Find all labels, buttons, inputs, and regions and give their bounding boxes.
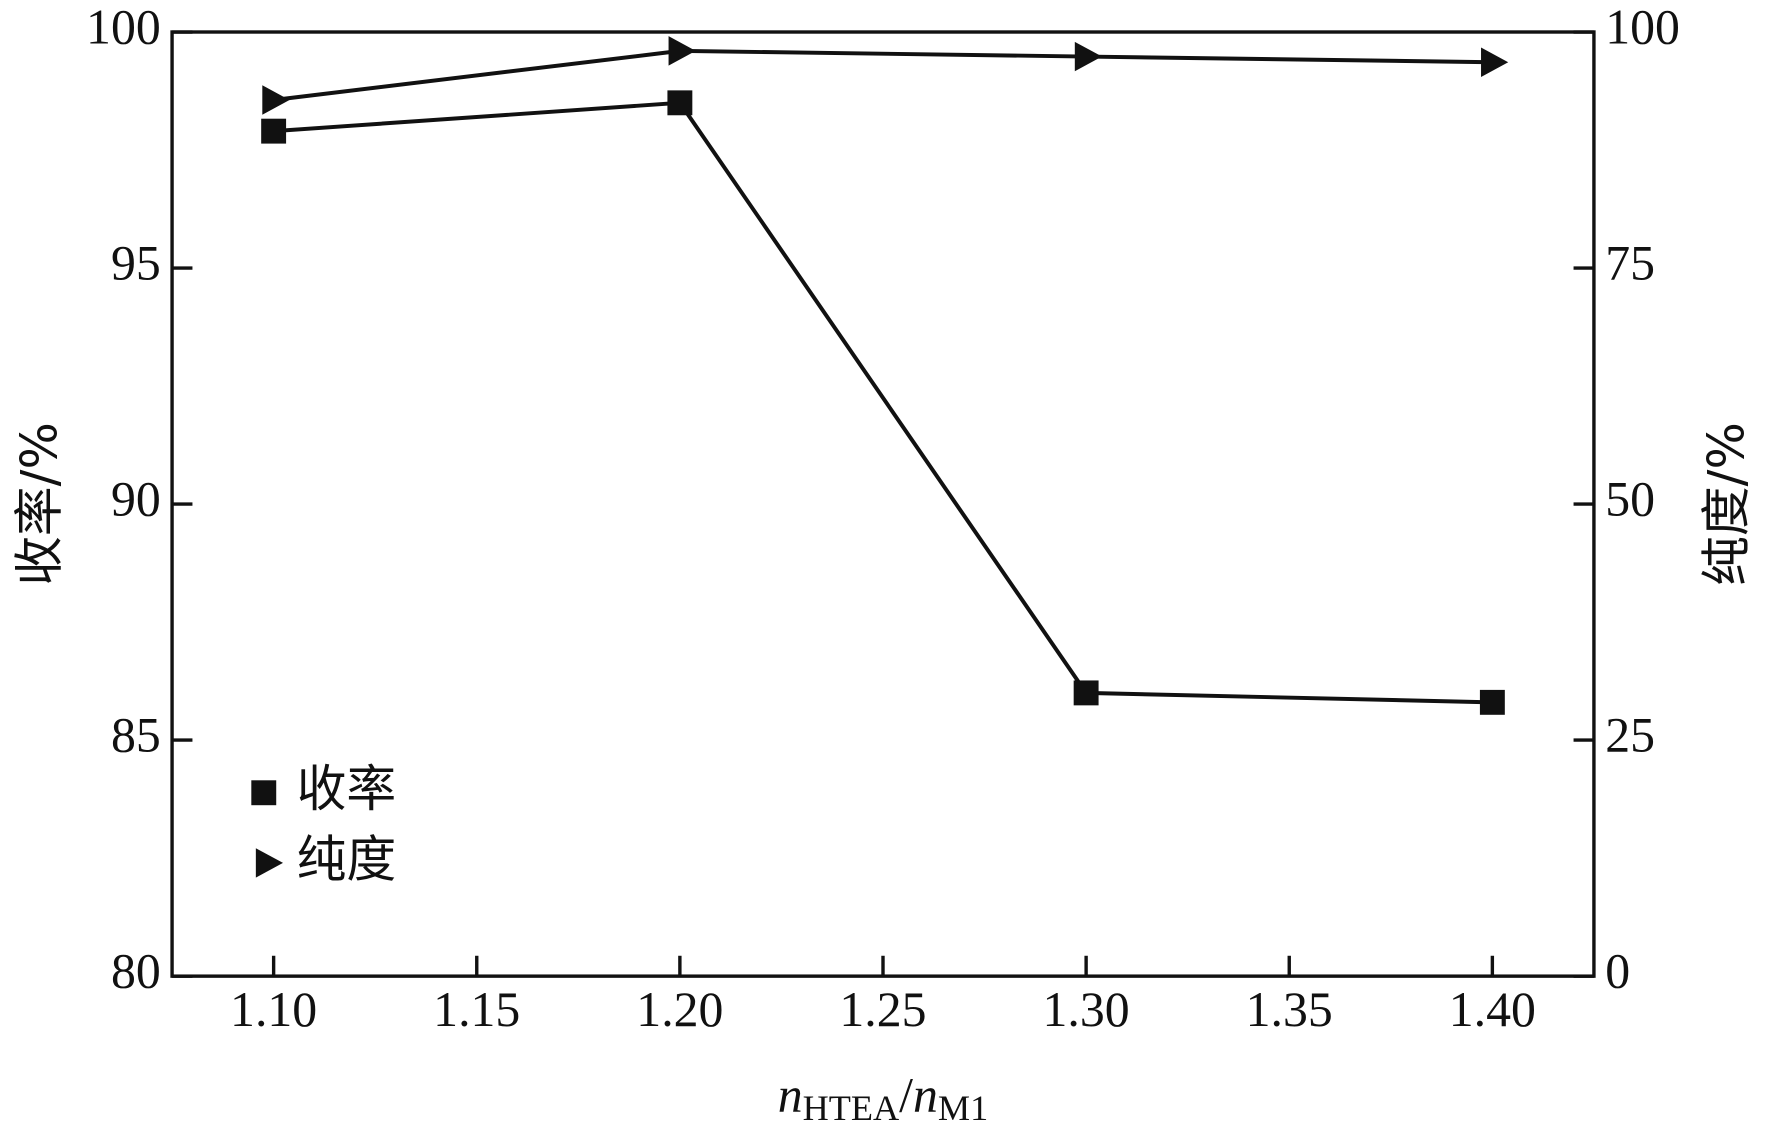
marker — [261, 118, 287, 144]
x-label-part: / — [899, 1068, 913, 1123]
legend-label: 收率 — [297, 760, 397, 818]
x-label-part: n — [913, 1068, 938, 1123]
y2-tick-label: 50 — [1605, 472, 1655, 527]
marker — [1481, 47, 1509, 77]
y2-axis-label: 纯度/% — [1697, 422, 1755, 586]
x-tick-label: 1.40 — [1449, 982, 1536, 1037]
marker — [668, 36, 696, 66]
y-tick-label: 85 — [111, 708, 161, 763]
x-tick-label: 1.35 — [1246, 982, 1333, 1037]
y2-tick-label: 25 — [1605, 708, 1655, 763]
y-axis-label: 收率/% — [11, 422, 69, 586]
marker — [262, 85, 290, 115]
legend-label: 纯度 — [297, 830, 397, 888]
y2-tick-label: 100 — [1605, 0, 1680, 54]
marker — [1479, 689, 1505, 715]
legend-marker — [255, 848, 284, 878]
y2-tick-label: 75 — [1605, 235, 1655, 290]
x-label-part: M1 — [938, 1088, 988, 1128]
x-tick-label: 1.10 — [230, 982, 317, 1037]
y-tick-label: 90 — [111, 472, 161, 527]
series-line — [273, 48, 1493, 102]
series-line — [273, 100, 1493, 705]
x-tick-label: 1.20 — [636, 982, 723, 1037]
x-tick-label: 1.25 — [839, 982, 926, 1037]
x-label-part: n — [778, 1068, 803, 1123]
marker — [1073, 680, 1099, 706]
y-tick-label: 100 — [86, 0, 161, 54]
marker — [1074, 41, 1102, 72]
x-tick-label: 1.15 — [433, 982, 520, 1037]
x-axis-label: nHTEA/nM1 — [778, 1068, 989, 1128]
y-tick-label: 80 — [111, 944, 161, 999]
x-tick-label: 1.30 — [1043, 982, 1130, 1037]
x-label-part: HTEA — [803, 1088, 900, 1128]
legend-marker — [251, 780, 277, 806]
marker — [667, 90, 693, 116]
y-tick-label: 95 — [111, 235, 161, 290]
y2-tick-label: 0 — [1605, 944, 1630, 999]
